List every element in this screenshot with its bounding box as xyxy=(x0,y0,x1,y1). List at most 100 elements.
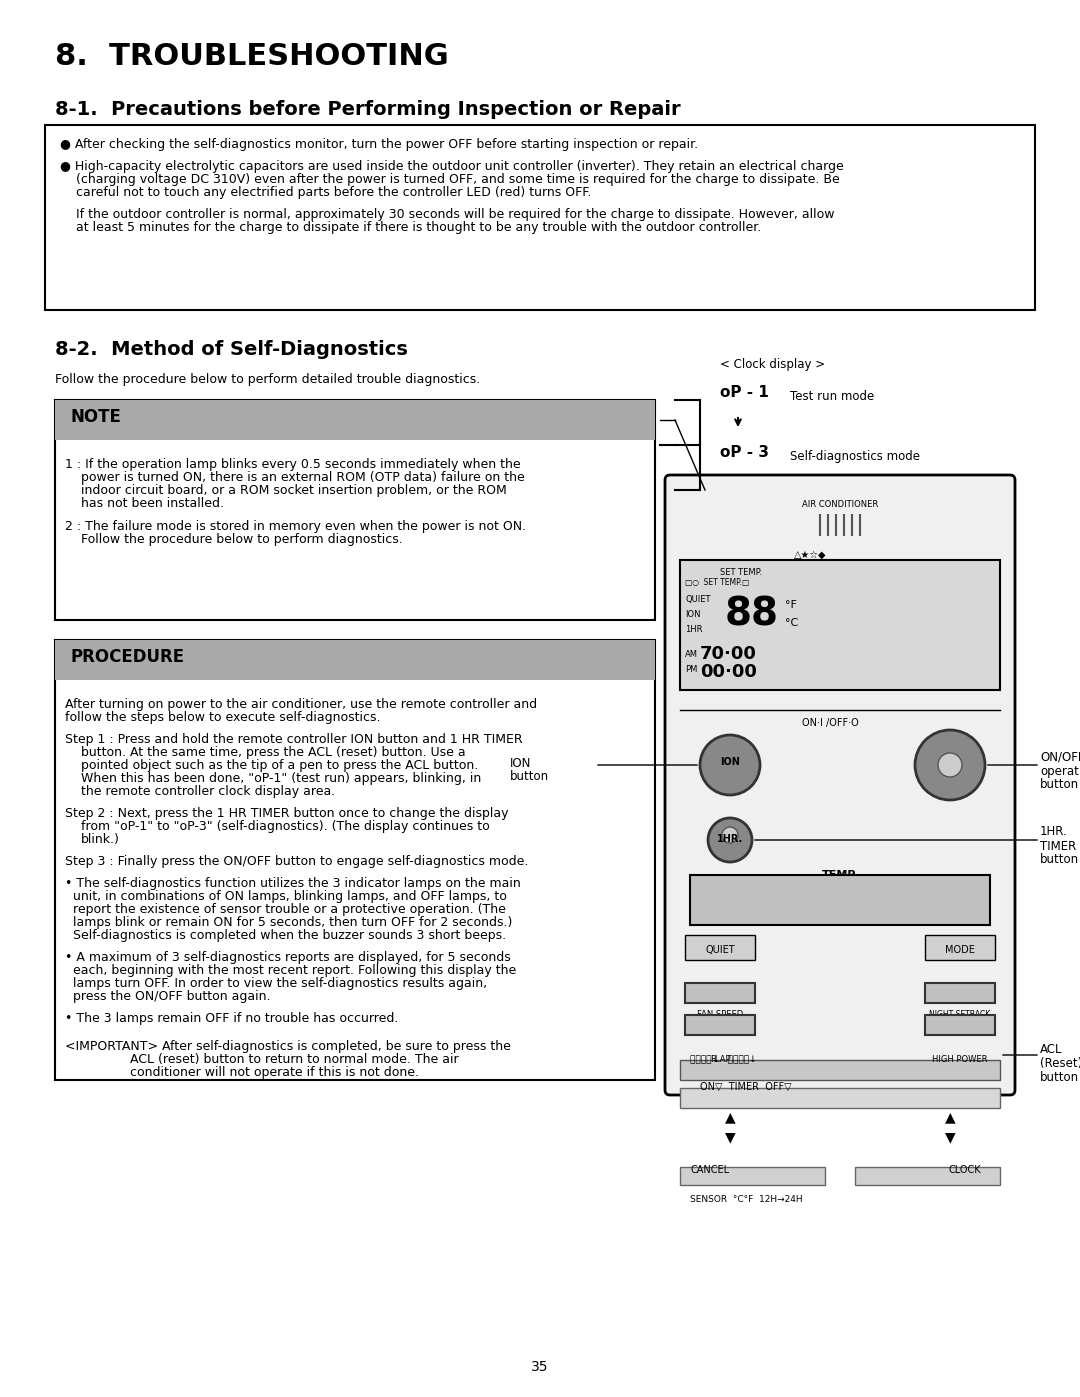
Text: FLAP: FLAP xyxy=(710,1055,730,1065)
Text: ▼: ▼ xyxy=(725,1130,735,1144)
Text: QUIET: QUIET xyxy=(705,944,734,956)
Bar xyxy=(55,400,654,440)
Text: button: button xyxy=(1040,1071,1079,1084)
Text: button: button xyxy=(1040,778,1079,791)
Bar xyxy=(55,640,654,680)
Text: careful not to touch any electrified parts before the controller LED (red) turns: careful not to touch any electrified par… xyxy=(76,186,592,198)
Text: □○  SET TEMP.□: □○ SET TEMP.□ xyxy=(685,578,750,587)
Text: NIGHT SETBACK: NIGHT SETBACK xyxy=(930,1010,990,1018)
Text: ▲: ▲ xyxy=(725,1111,735,1125)
Text: button: button xyxy=(1040,854,1079,866)
Circle shape xyxy=(723,827,738,842)
Text: 8-2.  Method of Self-Diagnostics: 8-2. Method of Self-Diagnostics xyxy=(55,339,408,359)
Text: ON·I /OFF·O: ON·I /OFF·O xyxy=(801,718,859,728)
Text: press the ON/OFF button again.: press the ON/OFF button again. xyxy=(73,990,270,1003)
Text: FAN SPEED: FAN SPEED xyxy=(697,1010,743,1018)
Text: SET TEMP.: SET TEMP. xyxy=(720,569,762,577)
Text: ● High-capacity electrolytic capacitors are used inside the outdoor unit control: ● High-capacity electrolytic capacitors … xyxy=(60,161,843,173)
Text: °F: °F xyxy=(785,599,797,610)
Text: unit, in combinations of ON lamps, blinking lamps, and OFF lamps, to: unit, in combinations of ON lamps, blink… xyxy=(73,890,507,902)
Text: (Reset): (Reset) xyxy=(1040,1058,1080,1070)
Text: 1HR.: 1HR. xyxy=(717,834,743,844)
Text: ACL: ACL xyxy=(1040,1044,1063,1056)
Text: After turning on power to the air conditioner, use the remote controller and: After turning on power to the air condit… xyxy=(65,698,537,711)
Bar xyxy=(680,1166,825,1185)
Text: button: button xyxy=(510,770,549,782)
Bar xyxy=(45,124,1035,310)
Text: 88: 88 xyxy=(725,595,779,633)
Text: HIGH POWER: HIGH POWER xyxy=(932,1055,988,1065)
Text: indoor circuit board, or a ROM socket insertion problem, or the ROM: indoor circuit board, or a ROM socket in… xyxy=(81,483,507,497)
Text: △★☆◆: △★☆◆ xyxy=(794,550,826,560)
Text: TIMER: TIMER xyxy=(1040,840,1077,854)
Text: 8.  TROUBLESHOOTING: 8. TROUBLESHOOTING xyxy=(55,42,449,71)
Bar xyxy=(680,1060,1000,1080)
Text: Step 3 : Finally press the ON/OFF button to engage self-diagnostics mode.: Step 3 : Finally press the ON/OFF button… xyxy=(65,855,528,868)
FancyBboxPatch shape xyxy=(665,475,1015,1095)
Text: 8-1.  Precautions before Performing Inspection or Repair: 8-1. Precautions before Performing Inspe… xyxy=(55,101,680,119)
Text: アドレス↓   リセット↓: アドレス↓ リセット↓ xyxy=(690,1055,757,1065)
Text: <IMPORTANT> After self-diagnostics is completed, be sure to press the: <IMPORTANT> After self-diagnostics is co… xyxy=(65,1039,511,1053)
Text: report the existence of sensor trouble or a protective operation. (The: report the existence of sensor trouble o… xyxy=(73,902,505,916)
Text: Follow the procedure below to perform diagnostics.: Follow the procedure below to perform di… xyxy=(81,534,403,546)
Text: When this has been done, "oP-1" (test run) appears, blinking, in: When this has been done, "oP-1" (test ru… xyxy=(81,773,482,785)
Text: ION: ION xyxy=(720,757,740,767)
Text: has not been installed.: has not been installed. xyxy=(81,497,224,510)
Text: from "oP-1" to "oP-3" (self-diagnostics). (The display continues to: from "oP-1" to "oP-3" (self-diagnostics)… xyxy=(81,820,489,833)
Text: 2 : The failure mode is stored in memory even when the power is not ON.: 2 : The failure mode is stored in memory… xyxy=(65,520,526,534)
Text: MODE: MODE xyxy=(945,944,975,956)
Text: < Clock display >: < Clock display > xyxy=(720,358,825,372)
Text: (charging voltage DC 310V) even after the power is turned OFF, and some time is : (charging voltage DC 310V) even after th… xyxy=(76,173,840,186)
Text: SENSOR  °C°F  12H→24H: SENSOR °C°F 12H→24H xyxy=(690,1194,802,1204)
Text: • The self-diagnostics function utilizes the 3 indicator lamps on the main: • The self-diagnostics function utilizes… xyxy=(65,877,521,890)
Text: °C: °C xyxy=(785,617,798,629)
Text: follow the steps below to execute self-diagnostics.: follow the steps below to execute self-d… xyxy=(65,711,380,724)
Text: each, beginning with the most recent report. Following this display the: each, beginning with the most recent rep… xyxy=(73,964,516,977)
Bar xyxy=(680,560,1000,690)
Text: 1HR: 1HR xyxy=(685,624,702,634)
Bar xyxy=(685,983,755,1003)
Circle shape xyxy=(939,753,962,777)
Text: CLOCK: CLOCK xyxy=(948,1165,982,1175)
Bar xyxy=(55,400,654,440)
Text: operation: operation xyxy=(1040,766,1080,778)
Text: conditioner will not operate if this is not done.: conditioner will not operate if this is … xyxy=(130,1066,419,1078)
Text: oP - 3: oP - 3 xyxy=(720,446,769,460)
Text: NOTE: NOTE xyxy=(70,408,121,426)
Bar xyxy=(924,983,995,1003)
Text: 1HR.: 1HR. xyxy=(1040,826,1068,838)
Text: lamps blink or remain ON for 5 seconds, then turn OFF for 2 seconds.): lamps blink or remain ON for 5 seconds, … xyxy=(73,916,512,929)
Text: ON/OFF: ON/OFF xyxy=(1040,750,1080,763)
Circle shape xyxy=(708,819,752,862)
Text: ION: ION xyxy=(685,610,701,619)
Text: blink.): blink.) xyxy=(81,833,120,847)
Text: ▲: ▲ xyxy=(945,1111,956,1125)
Bar xyxy=(685,935,755,960)
Text: Step 2 : Next, press the 1 HR TIMER button once to change the display: Step 2 : Next, press the 1 HR TIMER butt… xyxy=(65,807,509,820)
Text: ▼: ▼ xyxy=(945,1130,956,1144)
Text: button. At the same time, press the ACL (reset) button. Use a: button. At the same time, press the ACL … xyxy=(81,746,465,759)
Text: 35: 35 xyxy=(531,1361,549,1375)
Circle shape xyxy=(700,735,760,795)
Text: lamps turn OFF. In order to view the self-diagnostics results again,: lamps turn OFF. In order to view the sel… xyxy=(73,977,487,990)
Text: If the outdoor controller is normal, approximately 30 seconds will be required f: If the outdoor controller is normal, app… xyxy=(76,208,835,221)
Text: CANCEL: CANCEL xyxy=(690,1165,730,1175)
Text: • A maximum of 3 self-diagnostics reports are displayed, for 5 seconds: • A maximum of 3 self-diagnostics report… xyxy=(65,951,511,964)
Text: 1 : If the operation lamp blinks every 0.5 seconds immediately when the: 1 : If the operation lamp blinks every 0… xyxy=(65,458,521,471)
Text: Step 1 : Press and hold the remote controller ION button and 1 HR TIMER: Step 1 : Press and hold the remote contr… xyxy=(65,733,523,746)
Bar xyxy=(55,400,654,620)
Text: PROCEDURE: PROCEDURE xyxy=(70,648,184,666)
Bar xyxy=(55,640,654,680)
Text: Self-diagnostics mode: Self-diagnostics mode xyxy=(789,450,920,462)
Text: ACL (reset) button to return to normal mode. The air: ACL (reset) button to return to normal m… xyxy=(130,1053,459,1066)
Text: ● After checking the self-diagnostics monitor, turn the power OFF before startin: ● After checking the self-diagnostics mo… xyxy=(60,138,698,151)
Text: at least 5 minutes for the charge to dissipate if there is thought to be any tro: at least 5 minutes for the charge to dis… xyxy=(76,221,761,235)
Circle shape xyxy=(915,731,985,800)
Text: Test run mode: Test run mode xyxy=(789,390,874,402)
Bar xyxy=(855,1166,1000,1185)
Text: 00·00: 00·00 xyxy=(700,664,757,680)
Bar xyxy=(924,935,995,960)
Bar xyxy=(685,1016,755,1035)
Bar xyxy=(924,1016,995,1035)
Text: TEMP.: TEMP. xyxy=(822,870,859,880)
